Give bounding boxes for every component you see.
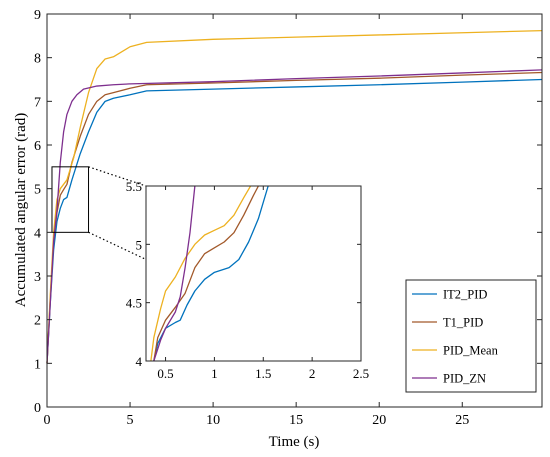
inset-x-tick-label: 2 bbox=[309, 366, 316, 381]
legend-box bbox=[405, 279, 537, 393]
inset-x-tick-label: 1.5 bbox=[255, 366, 271, 381]
inset-x-tick-label: 0.5 bbox=[157, 366, 173, 381]
y-tick-label: 2 bbox=[34, 314, 41, 329]
axes-group: 0 5 10 15 20 25 0 1 2 3 4 5 6 7 8 9 0.5 1 1.5 2 2.5 4 4.5 5 5.5 bbox=[34, 8, 543, 428]
inset-y-tick-label: 4 bbox=[136, 354, 143, 369]
inset-series-line-t1-pid bbox=[153, 186, 259, 361]
inset-series-line-pid-mean bbox=[150, 186, 252, 361]
legend-label-it2-pid: IT2_PID bbox=[443, 288, 487, 302]
y-tick-label: 0 bbox=[34, 401, 41, 416]
inset-series-line-it2-pid bbox=[153, 186, 269, 361]
inset-y-tick-label: 4.5 bbox=[126, 296, 142, 311]
y-tick-label: 1 bbox=[34, 357, 41, 372]
inset-y-tick-label: 5 bbox=[136, 237, 143, 252]
y-tick-label: 7 bbox=[34, 95, 41, 110]
inset-y-tick-label: 5.5 bbox=[126, 179, 142, 194]
y-tick-label: 3 bbox=[34, 270, 41, 285]
plot-frame bbox=[46, 13, 543, 408]
inset-frame bbox=[145, 185, 362, 362]
y-tick-label: 8 bbox=[34, 52, 41, 67]
x-tick-label: 15 bbox=[289, 413, 303, 428]
legend-label-pid-mean: PID_Mean bbox=[443, 344, 499, 358]
legend-label-t1-pid: T1_PID bbox=[443, 316, 483, 330]
legend: IT2_PID T1_PID PID_Mean PID_ZN bbox=[405, 279, 537, 393]
x-tick-label: 20 bbox=[372, 413, 386, 428]
inset-series-group bbox=[150, 186, 269, 361]
y-tick-label: 5 bbox=[34, 183, 41, 198]
series-line-it2-pid bbox=[46, 78, 543, 364]
inset-x-tick-label: 2.5 bbox=[353, 366, 369, 381]
zoom-box bbox=[51, 166, 90, 233]
x-tick-label: 0 bbox=[44, 413, 51, 428]
x-tick-label: 10 bbox=[206, 413, 220, 428]
y-tick-label: 9 bbox=[34, 8, 41, 23]
y-axis-label: Accumulated angular error (rad) bbox=[13, 113, 29, 307]
y-tick-label: 6 bbox=[34, 139, 41, 154]
x-axis-label: Time (s) bbox=[269, 434, 320, 450]
y-tick-label: 4 bbox=[34, 226, 41, 241]
inset-series-line-pid-zn bbox=[153, 186, 196, 361]
main-series-group bbox=[46, 29, 543, 364]
series-line-pid-zn bbox=[46, 69, 543, 364]
x-tick-label: 5 bbox=[127, 413, 134, 428]
inset-x-tick-label: 1 bbox=[211, 366, 218, 381]
inset-background bbox=[146, 186, 361, 361]
legend-label-pid-zn: PID_ZN bbox=[443, 372, 486, 386]
x-tick-label: 25 bbox=[455, 413, 469, 428]
inset-lines bbox=[150, 186, 269, 361]
